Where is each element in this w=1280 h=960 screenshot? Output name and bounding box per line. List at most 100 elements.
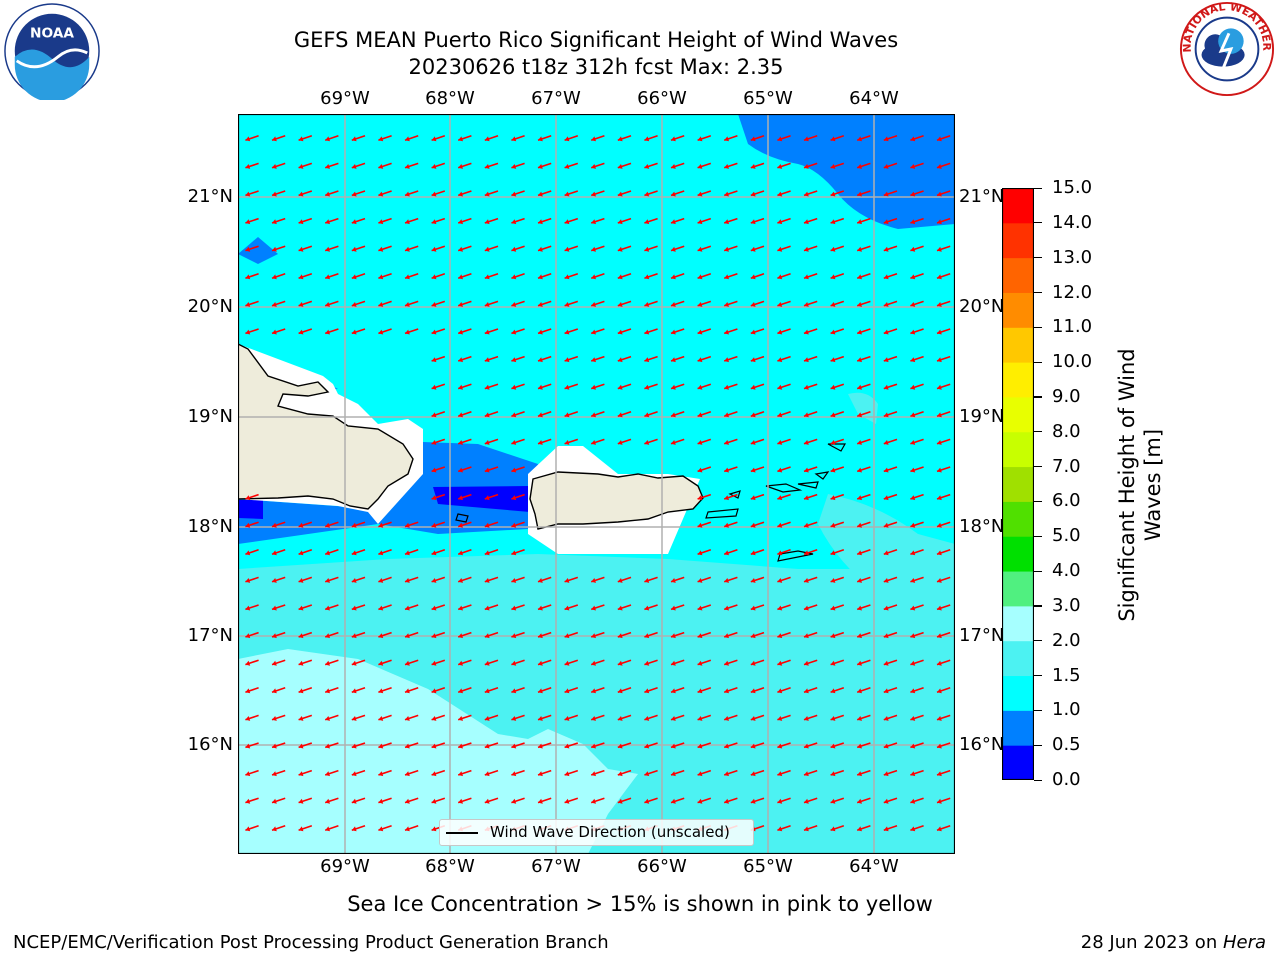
colorbar-tick-label: 7.0 [1052,455,1081,477]
colorbar-tick-mark [1034,257,1042,259]
wave-arrow-head [910,550,916,556]
wave-arrow-head [431,716,437,721]
wave-arrow-head [857,798,862,804]
wave-arrow-head [724,495,729,501]
lon-label-bottom: 66°W [637,856,687,877]
wave-arrow-head [857,522,862,528]
wave-zone-small [848,392,878,424]
wave-arrow-head [777,688,783,694]
wave-arrow-head [724,384,729,390]
wave-arrow-head [564,164,570,169]
wave-arrow-head [484,716,490,721]
wave-arrow-head [591,219,596,225]
colorbar-tick-mark [1034,222,1042,224]
wave-arrow-head [351,329,357,335]
wave-arrow-head [378,826,384,832]
wave-arrow-head [804,633,809,639]
colorbar-tick-label: 1.5 [1052,664,1081,686]
lat-label-left: 18°N [187,516,233,537]
wave-arrow-head [564,329,570,335]
wave-arrow-head [511,136,517,142]
wave-arrow-head [777,384,783,390]
wave-arrow-head [883,605,889,611]
lat-label-left: 21°N [187,186,233,207]
wave-arrow-head [591,136,596,142]
wave-arrow-head [484,688,490,694]
wave-arrow-head [857,826,862,832]
wave-arrow-head [378,164,384,169]
virgin-islands-tortola [797,481,819,489]
wave-arrow-head [617,688,623,694]
wave-arrow-head [564,219,570,225]
wave-arrow-head [458,467,463,473]
wave-arrow-head [883,302,889,307]
wave-arrow-head [245,743,251,749]
wave-arrow-head [378,716,384,721]
lat-label-right: 16°N [959,734,1005,755]
colorbar-tick-label: 15.0 [1052,177,1093,198]
noaa-logo-text: NOAA [30,25,74,41]
wave-arrow-head [511,412,517,418]
wave-arrow-head [298,716,304,721]
wave-arrow-head [804,743,809,749]
wave-arrow-head [937,136,942,142]
colorbar-tick-label: 4.0 [1052,560,1081,582]
colorbar-tick-label: 12.0 [1052,281,1093,303]
wave-arrow-head [910,633,916,639]
wave-arrow-head [484,274,490,280]
wave-arrow-head [910,771,916,777]
wave-arrow-head [937,246,942,252]
colorbar-tick-label: 10.0 [1052,351,1093,373]
wave-arrow-head [511,302,517,307]
wave-arrow-head [511,191,517,197]
wave-arrow-head [564,412,570,418]
colorbar-segment [1002,640,1034,677]
wave-arrow-head [617,274,623,280]
wave-arrow-head [804,826,809,832]
wave-arrow-head [724,164,729,169]
wave-arrow-head [378,246,384,252]
wave-arrow-head [750,440,756,445]
wave-arrow-head [777,826,783,832]
wave-arrow-head [697,191,703,197]
wave-arrow-head [750,246,756,252]
wave-arrow-head [325,136,330,142]
wave-arrow-head [538,412,543,418]
wave-arrow-head [272,550,277,556]
wave-arrow-head [617,136,623,142]
legend-label: Wind Wave Direction (unscaled) [490,823,730,841]
wave-arrow-head [245,660,251,666]
wave-arrow-head [777,329,783,335]
wave-arrow-head [910,522,916,528]
wave-arrow-head [724,274,729,280]
wave-arrow-head [484,660,490,666]
wave-arrow-head [484,522,490,528]
wave-arrow-head [511,467,517,473]
wave-arrow-head [458,191,463,197]
wave-arrow-head [325,302,330,307]
wave-arrow-head [405,302,410,307]
wave-arrow-head [484,798,490,804]
colorbar [1002,188,1034,780]
wave-arrow-head [671,412,676,418]
wave-arrow-head [325,798,330,804]
wave-arrow-head [804,716,809,721]
wave-arrow-head [804,384,809,390]
wave-arrow-head [405,826,410,832]
wave-arrow-head [644,302,650,307]
wave-arrow-head [538,136,543,142]
wave-arrow-head [671,136,676,142]
wave-arrow-head [511,743,517,749]
wave-arrow-head [458,522,463,528]
wave-arrow-head [804,164,809,169]
wave-arrow-head [245,329,251,335]
wave-arrow-head [804,495,809,501]
wave-arrow-head [937,826,942,832]
wave-arrow-head [484,191,490,197]
wave-arrow-head [272,578,277,583]
wave-arrow-head [272,302,277,307]
wave-arrow-head [937,550,942,556]
wave-arrow-head [883,136,889,142]
wave-arrow-head [405,136,410,142]
wave-arrow-head [591,440,596,445]
